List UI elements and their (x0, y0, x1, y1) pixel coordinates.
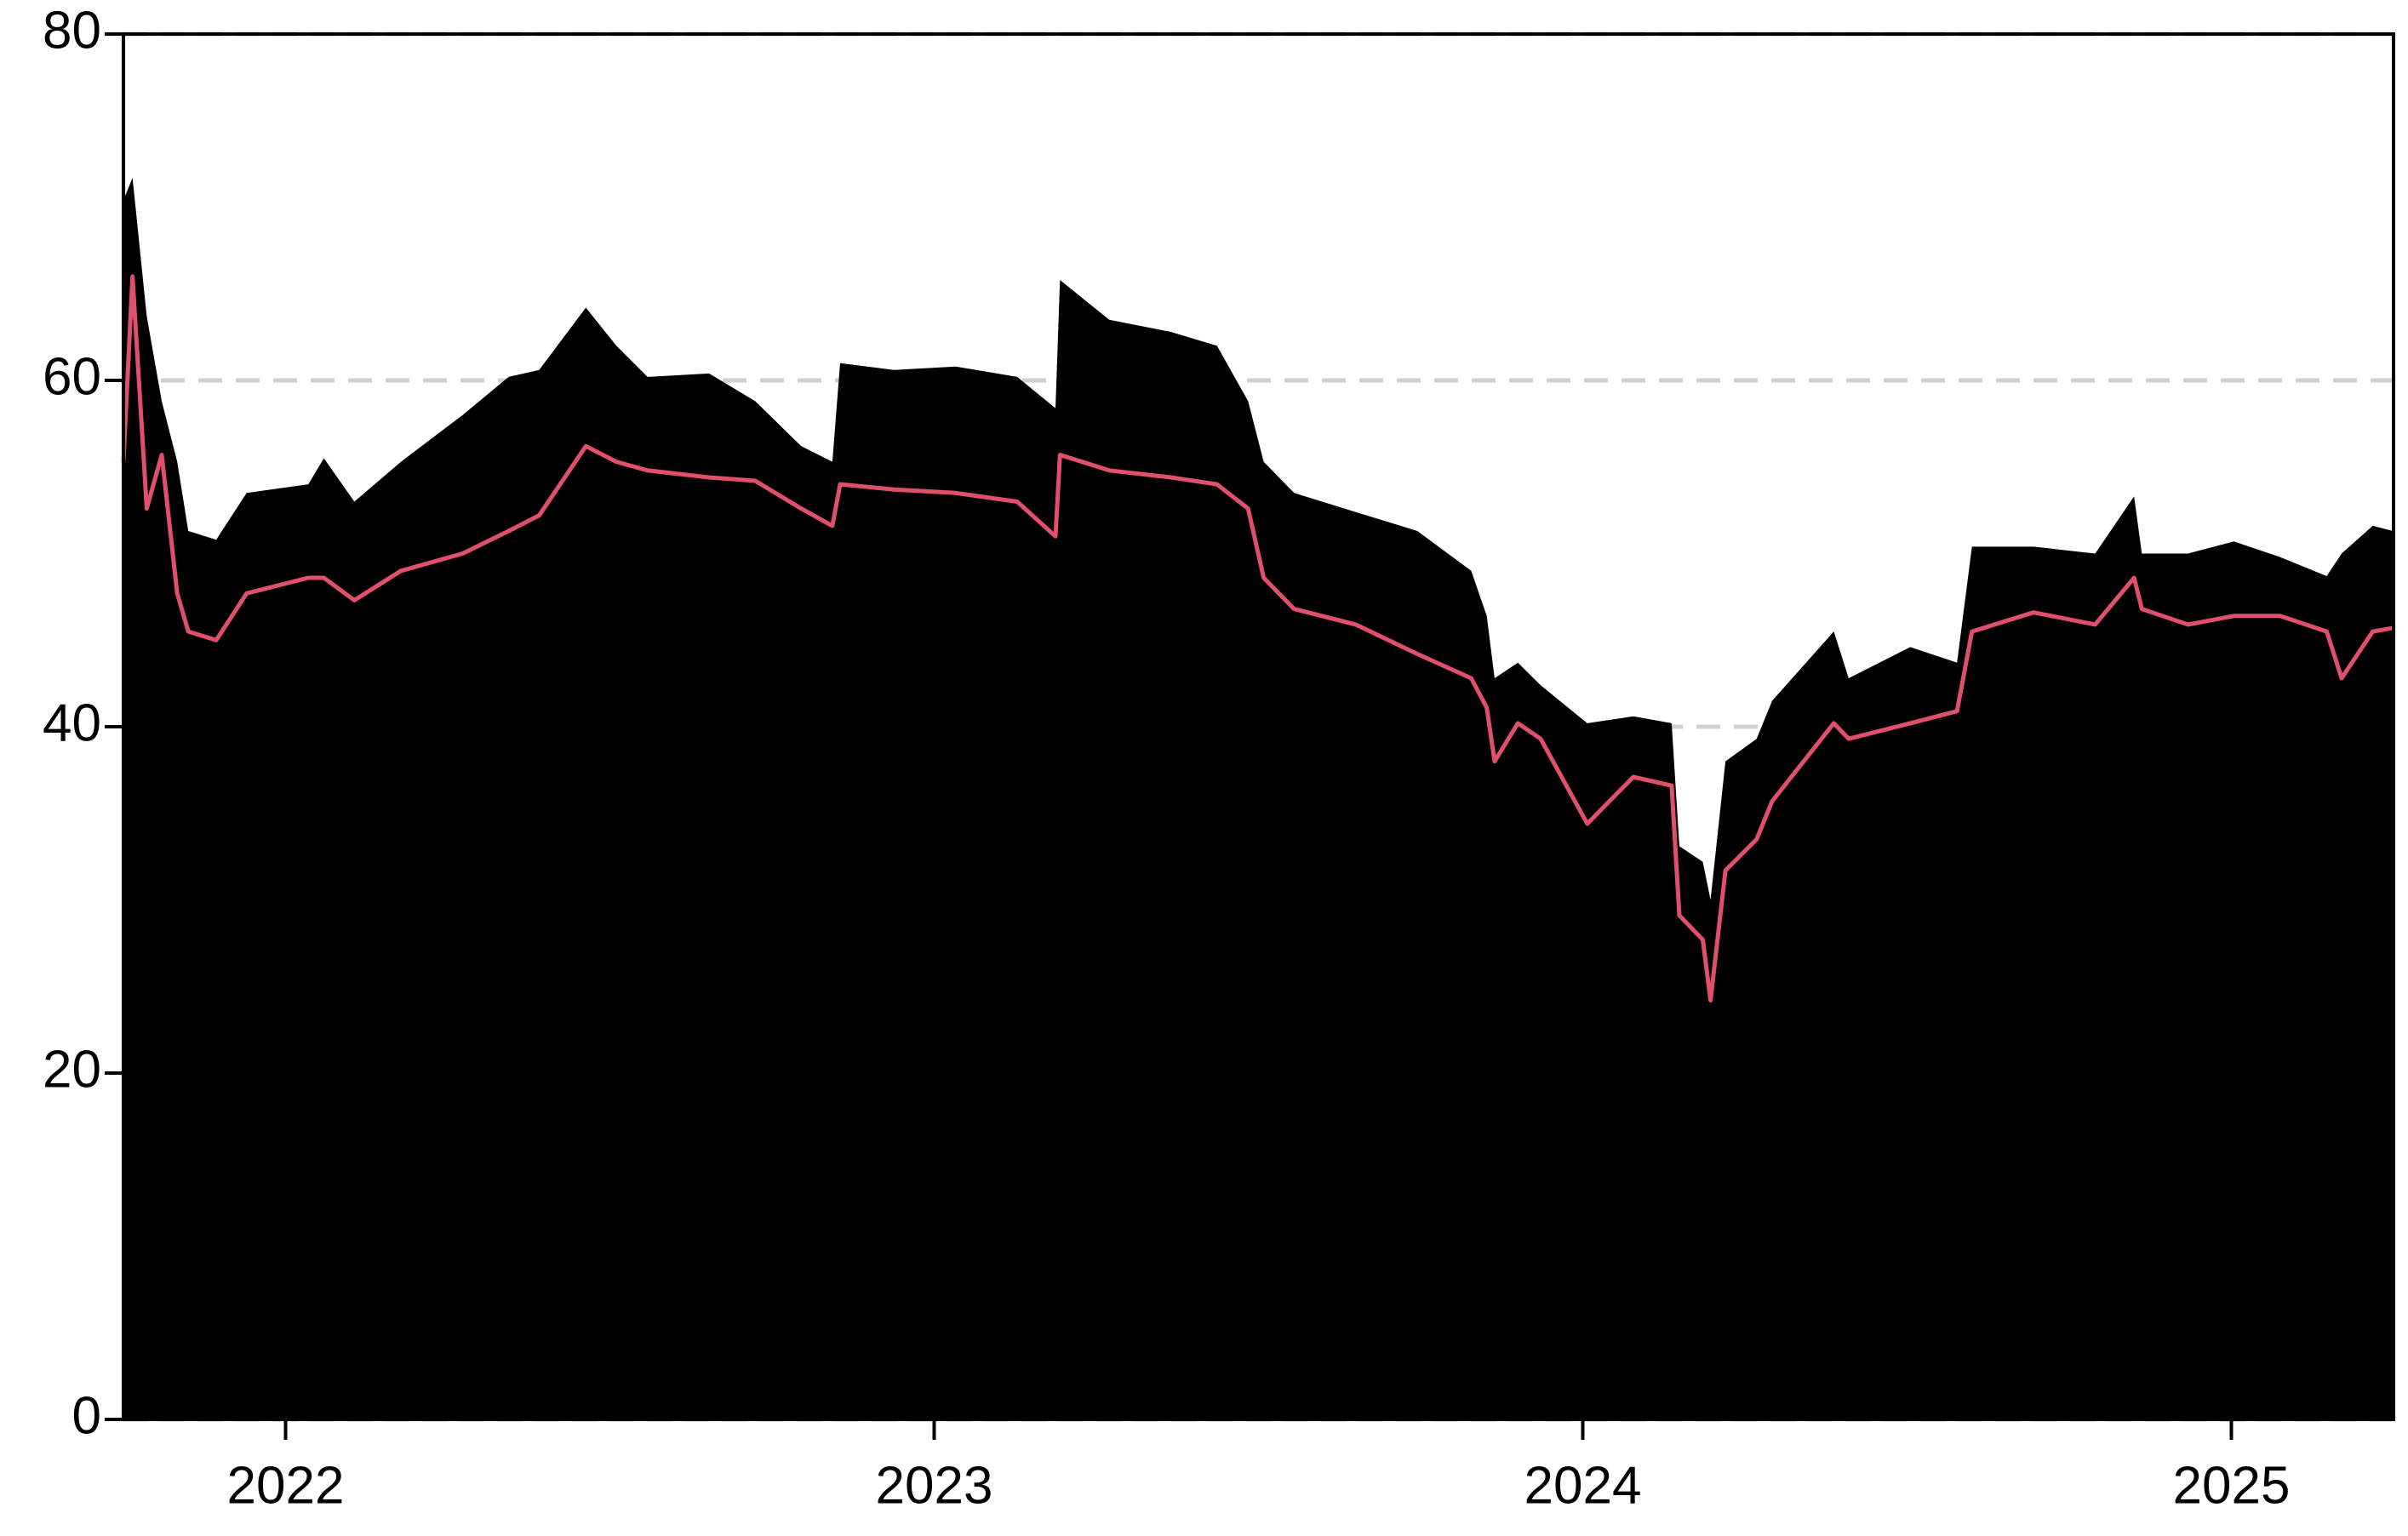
y-tick-label: 80 (43, 1, 101, 60)
line (121, 274, 2394, 1002)
y-tick-label: 40 (43, 694, 101, 752)
y-tick-label: 20 (43, 1040, 101, 1099)
y-tick-label: 0 (72, 1386, 101, 1445)
x-tick-label: 2025 (2173, 1456, 2291, 1515)
x-tick-label: 2023 (876, 1456, 993, 1515)
area (123, 177, 2394, 1419)
x-tick-label: 2024 (1524, 1456, 1642, 1515)
x-tick-label: 2022 (227, 1456, 345, 1515)
y-tick-label: 60 (43, 347, 101, 406)
